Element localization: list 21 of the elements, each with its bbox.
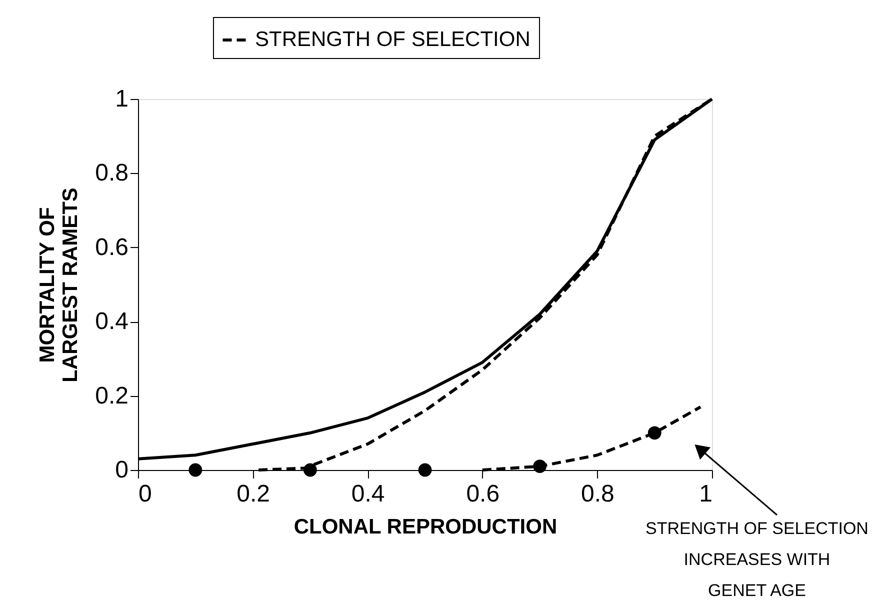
y-axis-title: MORTALITY OF LARGEST RAMETS bbox=[36, 188, 82, 382]
point bbox=[533, 460, 547, 473]
x-axis-title: CLONAL REPRODUCTION bbox=[294, 516, 558, 538]
y-tick-label: 0.6 bbox=[95, 234, 128, 261]
x-tick-label: 0.2 bbox=[236, 480, 270, 508]
legend-label: STRENGTH OF SELECTION bbox=[255, 28, 530, 51]
x-tick-label: 0.6 bbox=[466, 480, 500, 508]
x-tick-label: 0 bbox=[138, 480, 152, 508]
y-tick-label: 0 bbox=[115, 456, 128, 484]
y-tick-label: 1 bbox=[115, 86, 128, 112]
point bbox=[648, 426, 662, 440]
point bbox=[418, 463, 432, 477]
point bbox=[188, 463, 202, 477]
point bbox=[303, 463, 317, 477]
text: STRENGTH OF SELECTION INCREASES WITH GENET AGE bbox=[646, 519, 868, 600]
y-tick-label: 0.4 bbox=[95, 308, 128, 336]
y-tick-label: 0.8 bbox=[95, 160, 128, 187]
x-tick-label: 0.8 bbox=[581, 480, 614, 508]
x-tick-label: 0.4 bbox=[351, 480, 385, 508]
y-tick-label: 0.2 bbox=[95, 382, 128, 410]
x-tick-label: 1 bbox=[699, 480, 712, 508]
